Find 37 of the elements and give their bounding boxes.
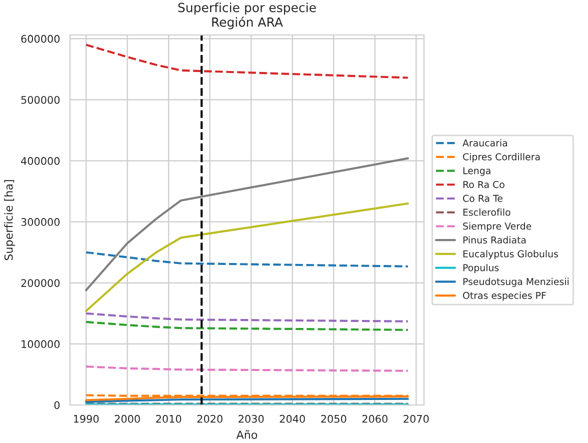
legend-label: Esclerofilo [463, 208, 510, 216]
x-tick-label: 2000 [114, 414, 140, 423]
legend-label: Co Ra Te [463, 194, 502, 202]
legend-label: Ro Ra Co [463, 180, 504, 188]
legend-label: Lenga [463, 167, 490, 176]
y-tick-label: 500000 [21, 96, 60, 104]
legend-label: Eucalyptus Globulus [463, 250, 558, 260]
legend-label: Otras especies PF [463, 292, 546, 301]
legend-label: Siempre Verde [463, 222, 532, 232]
x-tick-label: 2050 [321, 414, 346, 423]
legend-label: Araucaria [462, 139, 508, 146]
x-tick-label: 2060 [362, 414, 388, 423]
y-tick-label: 0 [54, 401, 60, 410]
x-tick-label: 2030 [238, 414, 264, 423]
line-series [85, 44, 409, 79]
legend-label: Pseudotsuga Menziesii [463, 278, 569, 287]
y-tick-label: 100000 [22, 340, 60, 348]
x-tick-label: 1990 [74, 414, 99, 423]
y-axis-title: Superficie [ha] [4, 180, 15, 260]
legend-label: Populus [463, 264, 499, 274]
line-series [85, 157, 409, 292]
x-tick-label: 2010 [156, 414, 182, 423]
y-tick-label: 400000 [21, 157, 60, 165]
x-tick-label: 2070 [404, 414, 429, 423]
y-tick-label: 200000 [21, 279, 60, 287]
x-tick-label: 2040 [280, 414, 305, 423]
legend-label: Cipres Cordillera [463, 153, 540, 162]
chart-title: Superficie por especie Región ARA [178, 2, 316, 30]
line-series [85, 312, 409, 322]
legend-label: Pinus Radiata [463, 236, 526, 244]
y-tick-label: 300000 [21, 218, 60, 226]
line-series [85, 251, 409, 268]
line-series [85, 202, 409, 312]
y-tick-label: 600000 [21, 34, 60, 43]
x-tick-label: 2020 [197, 414, 222, 423]
line-series [85, 320, 409, 331]
x-axis-title: Año [236, 430, 258, 439]
